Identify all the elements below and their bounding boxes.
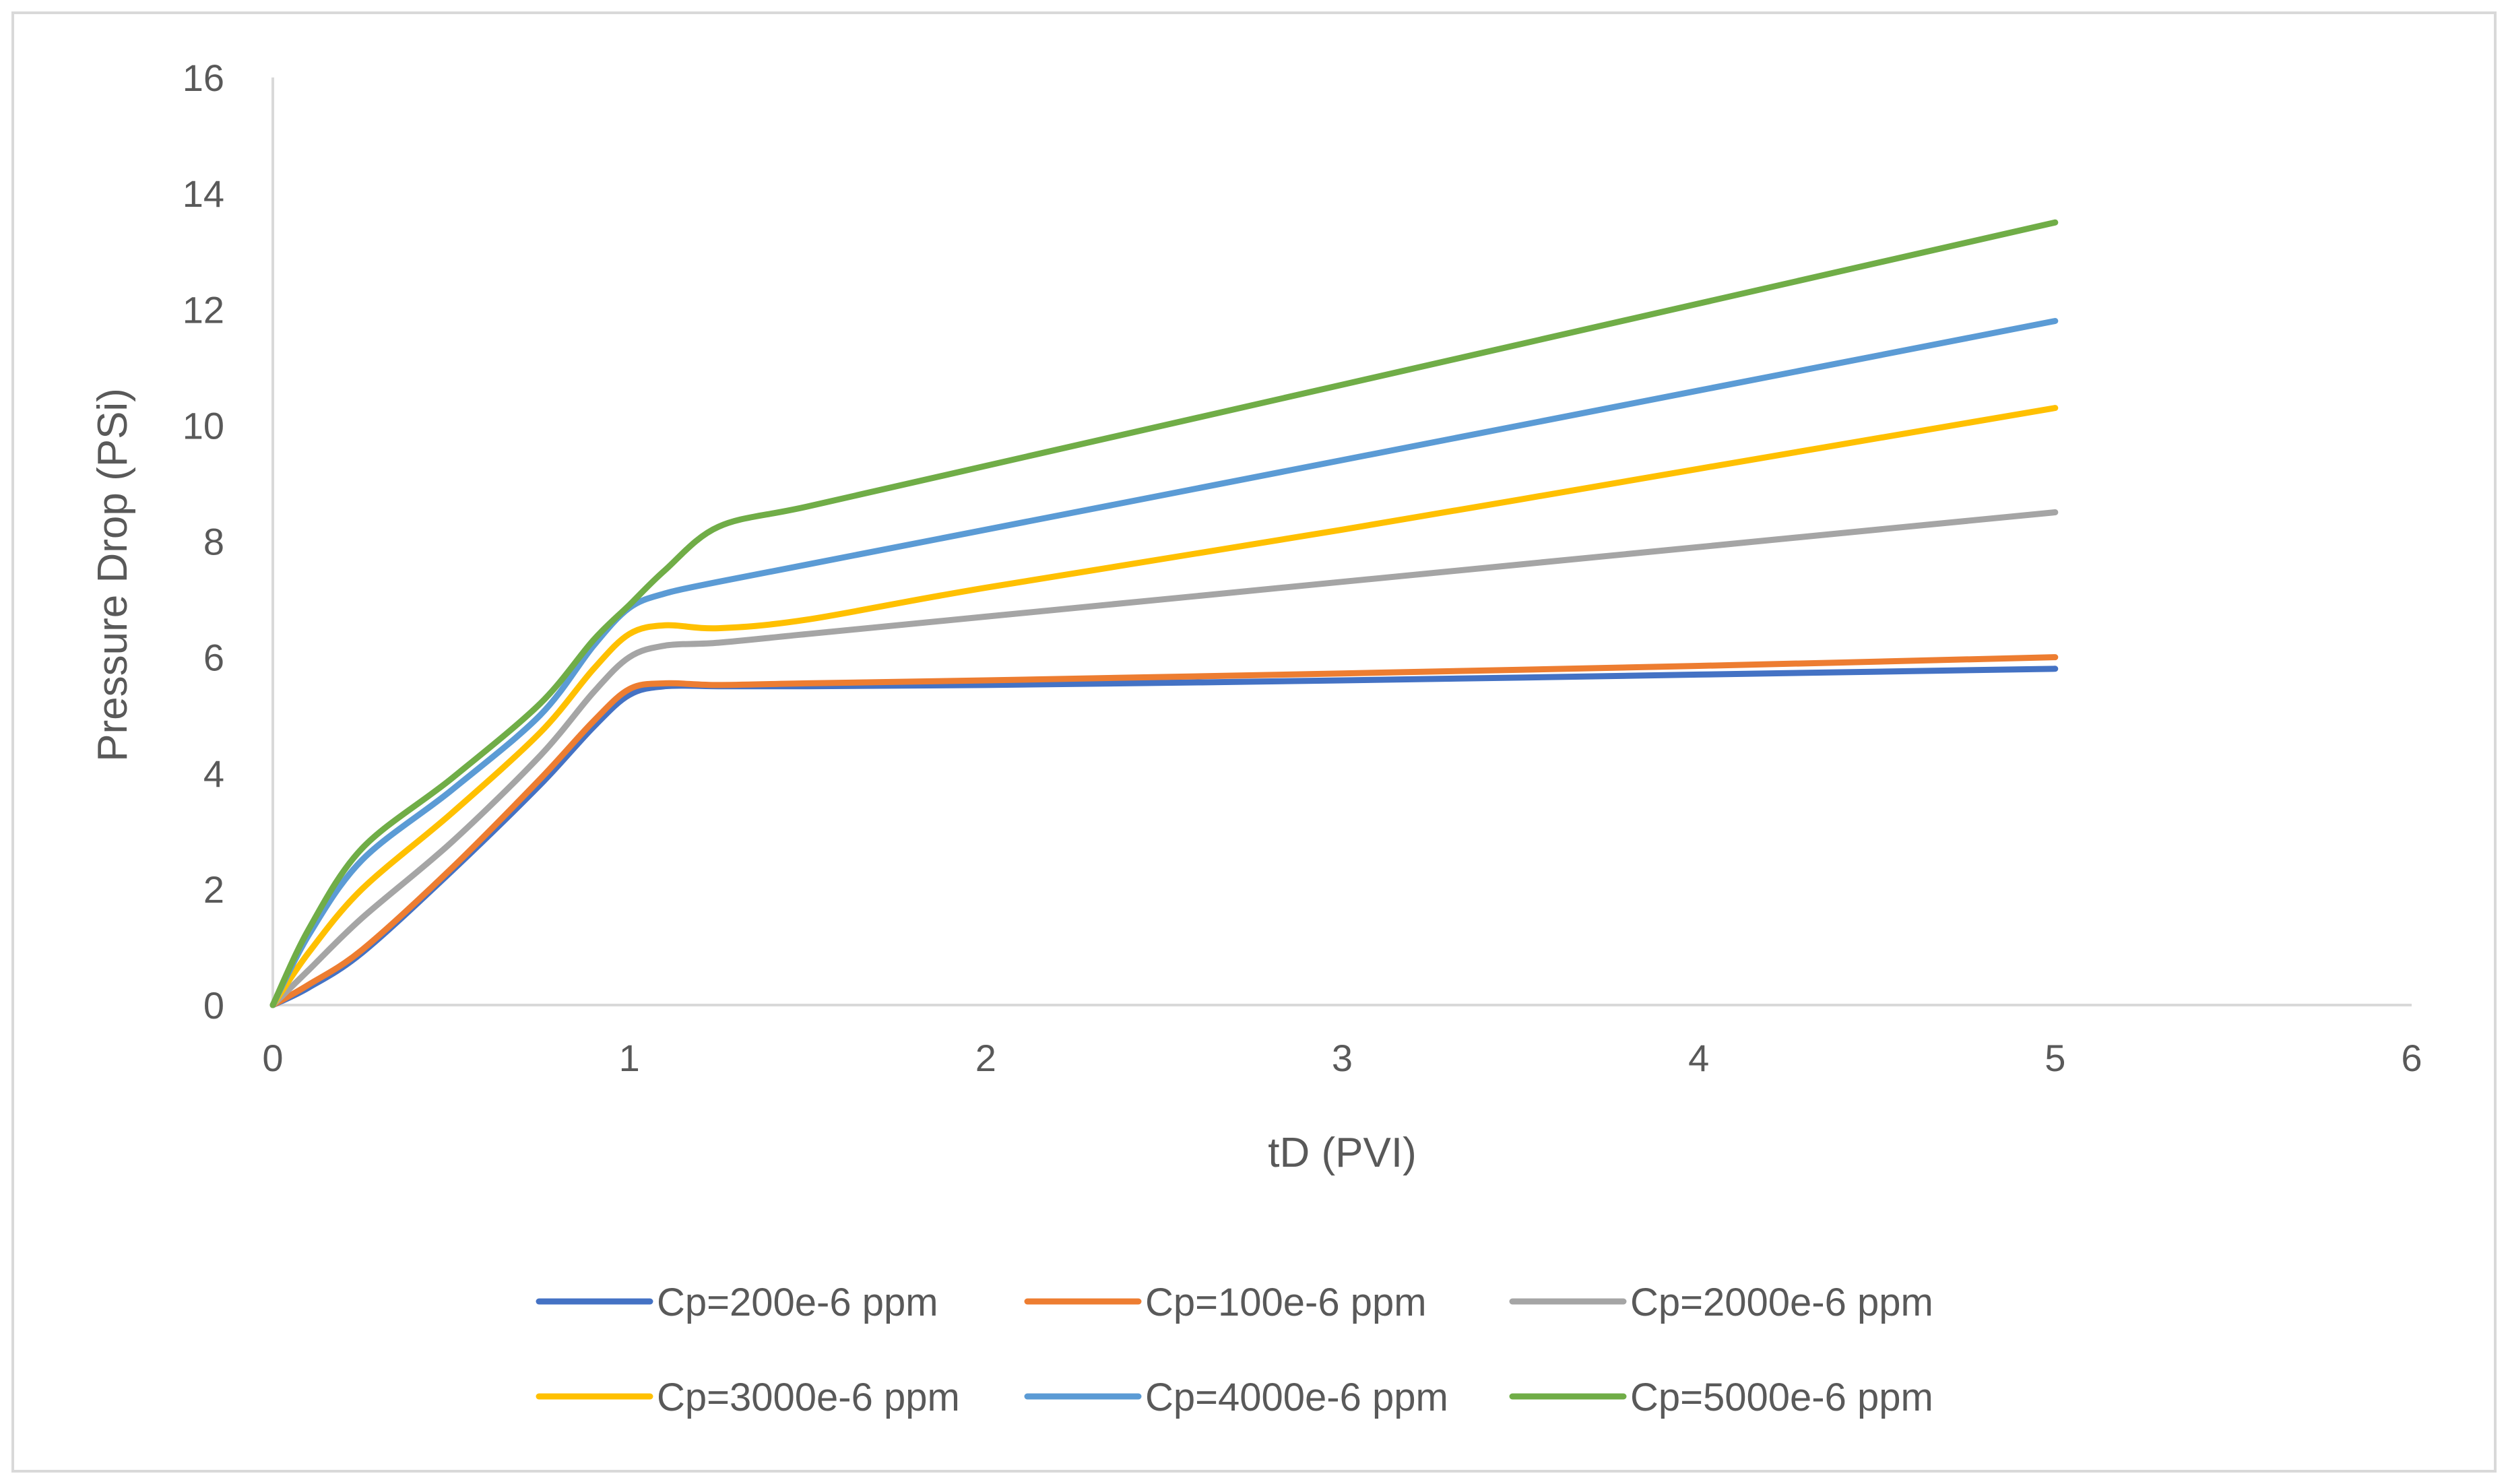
series-line-5 (269, 318, 2059, 1008)
series-line-2 (269, 654, 2059, 1008)
x-tick-label: 6 (2401, 1037, 2422, 1079)
y-tick-label: 2 (203, 868, 224, 911)
legend-label: Cp=5000e-6 ppm (1630, 1376, 1933, 1419)
x-tick-label: 2 (975, 1037, 996, 1079)
chart-frame (11, 11, 2497, 1473)
y-tick-label: 10 (183, 404, 224, 447)
x-tick-label: 3 (1332, 1037, 1353, 1079)
series-lines (269, 219, 2059, 1008)
legend: Cp=200e-6 ppm Cp=100e-6 ppm Cp=2000e-6 ppm… (536, 1281, 1933, 1419)
y-axis-title: Pressure Drop (PSi) (90, 388, 136, 762)
x-tick-label: 4 (1688, 1037, 1709, 1079)
series-line-6 (269, 219, 2059, 1008)
legend-label: Cp=4000e-6 ppm (1145, 1376, 1448, 1419)
legend-label: Cp=100e-6 ppm (1145, 1281, 1427, 1324)
x-tick-label: 0 (262, 1037, 283, 1079)
y-tick-label: 0 (203, 984, 224, 1027)
x-tick-label: 1 (619, 1037, 640, 1079)
y-tick-label: 16 (183, 57, 224, 99)
series-line-4 (269, 405, 2059, 1008)
y-tick-label: 4 (203, 752, 224, 795)
y-tick-label: 12 (183, 288, 224, 331)
x-tick-label: 5 (2045, 1037, 2065, 1079)
legend-label: Cp=200e-6 ppm (657, 1281, 938, 1324)
y-tick-label: 8 (203, 521, 224, 563)
y-tick-label: 14 (183, 172, 224, 215)
x-axis-title: tD (PVI) (1268, 1130, 1416, 1176)
legend-label: Cp=2000e-6 ppm (1630, 1281, 1933, 1324)
series-line-3 (269, 509, 2059, 1008)
y-tick-label: 6 (203, 637, 224, 679)
legend-label: Cp=3000e-6 ppm (657, 1376, 960, 1419)
